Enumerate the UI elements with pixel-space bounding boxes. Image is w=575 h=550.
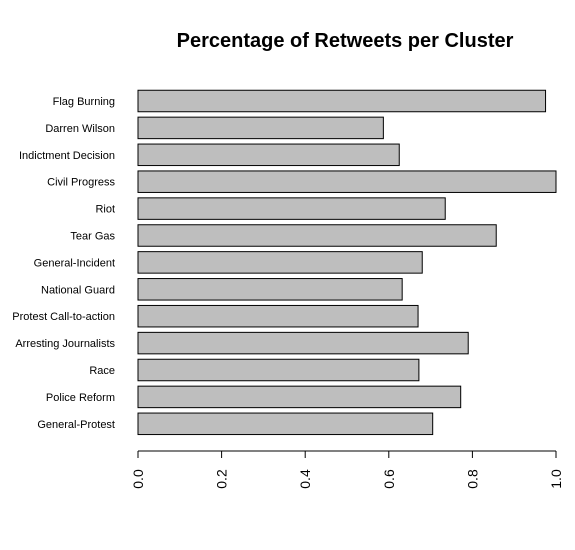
bar: [137, 143, 400, 167]
x-axis: 0.0 0.2 0.4 0.6 0.8 1.0: [130, 450, 564, 489]
x-tick-label: 0.6: [381, 469, 397, 489]
category-label: Riot: [95, 204, 115, 216]
category-label: Civil Progress: [47, 177, 115, 189]
bar: [137, 385, 462, 409]
category-label: Protest Call-to-action: [12, 311, 115, 323]
bar: [137, 116, 384, 140]
bar: [137, 224, 497, 247]
bar: [137, 304, 419, 328]
bar: [137, 278, 403, 301]
bars-layer: [137, 89, 557, 436]
category-label: Flag Burning: [53, 96, 115, 108]
category-label: Arresting Journalists: [15, 338, 115, 350]
category-label: General-Incident: [34, 257, 115, 269]
x-tick-label: 0.8: [464, 469, 480, 489]
category-label: Race: [89, 365, 115, 377]
bar: [137, 358, 420, 382]
chart-title: Percentage of Retweets per Cluster: [177, 30, 514, 52]
x-tick-label: 1.0: [548, 469, 564, 489]
x-tick-label: 0.0: [130, 469, 146, 489]
category-label: Indictment Decision: [19, 150, 115, 162]
bar: [137, 89, 547, 113]
bar: [137, 331, 469, 355]
x-tick-label: 0.2: [214, 469, 230, 489]
bar: [137, 170, 557, 193]
category-label: Police Reform: [46, 392, 115, 404]
category-labels: Flag Burning Darren Wilson Indictment Deci…: [12, 96, 115, 431]
category-label: Darren Wilson: [45, 123, 115, 135]
x-tick-label: 0.4: [297, 469, 313, 489]
category-label: General-Protest: [37, 419, 115, 431]
bar: [137, 251, 423, 274]
bar: [137, 412, 434, 436]
category-label: National Guard: [41, 284, 115, 296]
bar: [137, 197, 446, 220]
category-label: Tear Gas: [70, 231, 115, 243]
